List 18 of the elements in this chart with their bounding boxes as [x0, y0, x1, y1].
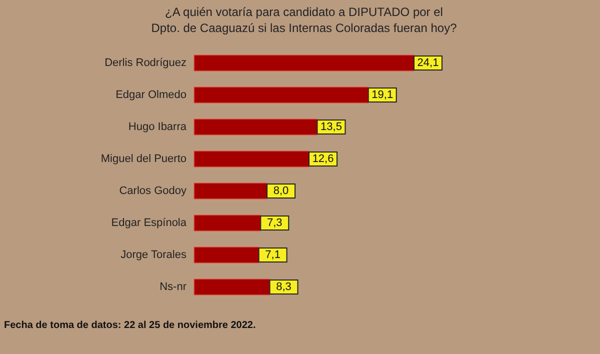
y-tick-label: Hugo Ibarra	[128, 121, 188, 133]
chart-title: ¿A quién votaría para candidato a DIPUTADO por el Dpto. de Caaguazú si las Internas Coloradas fueran hoy?	[151, 5, 458, 35]
y-tick-label: Carlos Godoy	[119, 185, 187, 197]
data-label: 7,1	[265, 249, 280, 261]
data-label: 8,3	[276, 281, 292, 293]
y-tick-label: Edgar Espínola	[111, 217, 188, 229]
data-label: 24,1	[417, 57, 439, 69]
data-label: 19,1	[372, 89, 394, 101]
y-tick-label: Ns-nr	[160, 281, 187, 293]
y-tick-label: Derlis Rodríguez	[104, 57, 186, 69]
data-label: 13,5	[320, 121, 342, 133]
y-tick-label: Miguel del Puerto	[100, 153, 186, 165]
y-tick-label: Edgar Olmedo	[116, 89, 186, 101]
text: Fecha de toma de datos: 22 al 25 de noviembre 2022.	[4, 320, 256, 331]
data-label: 7,3	[266, 217, 282, 229]
data-label: 12,6	[312, 153, 334, 165]
data-label: 8,0	[273, 185, 289, 197]
y-tick-label: Jorge Torales	[120, 249, 187, 261]
